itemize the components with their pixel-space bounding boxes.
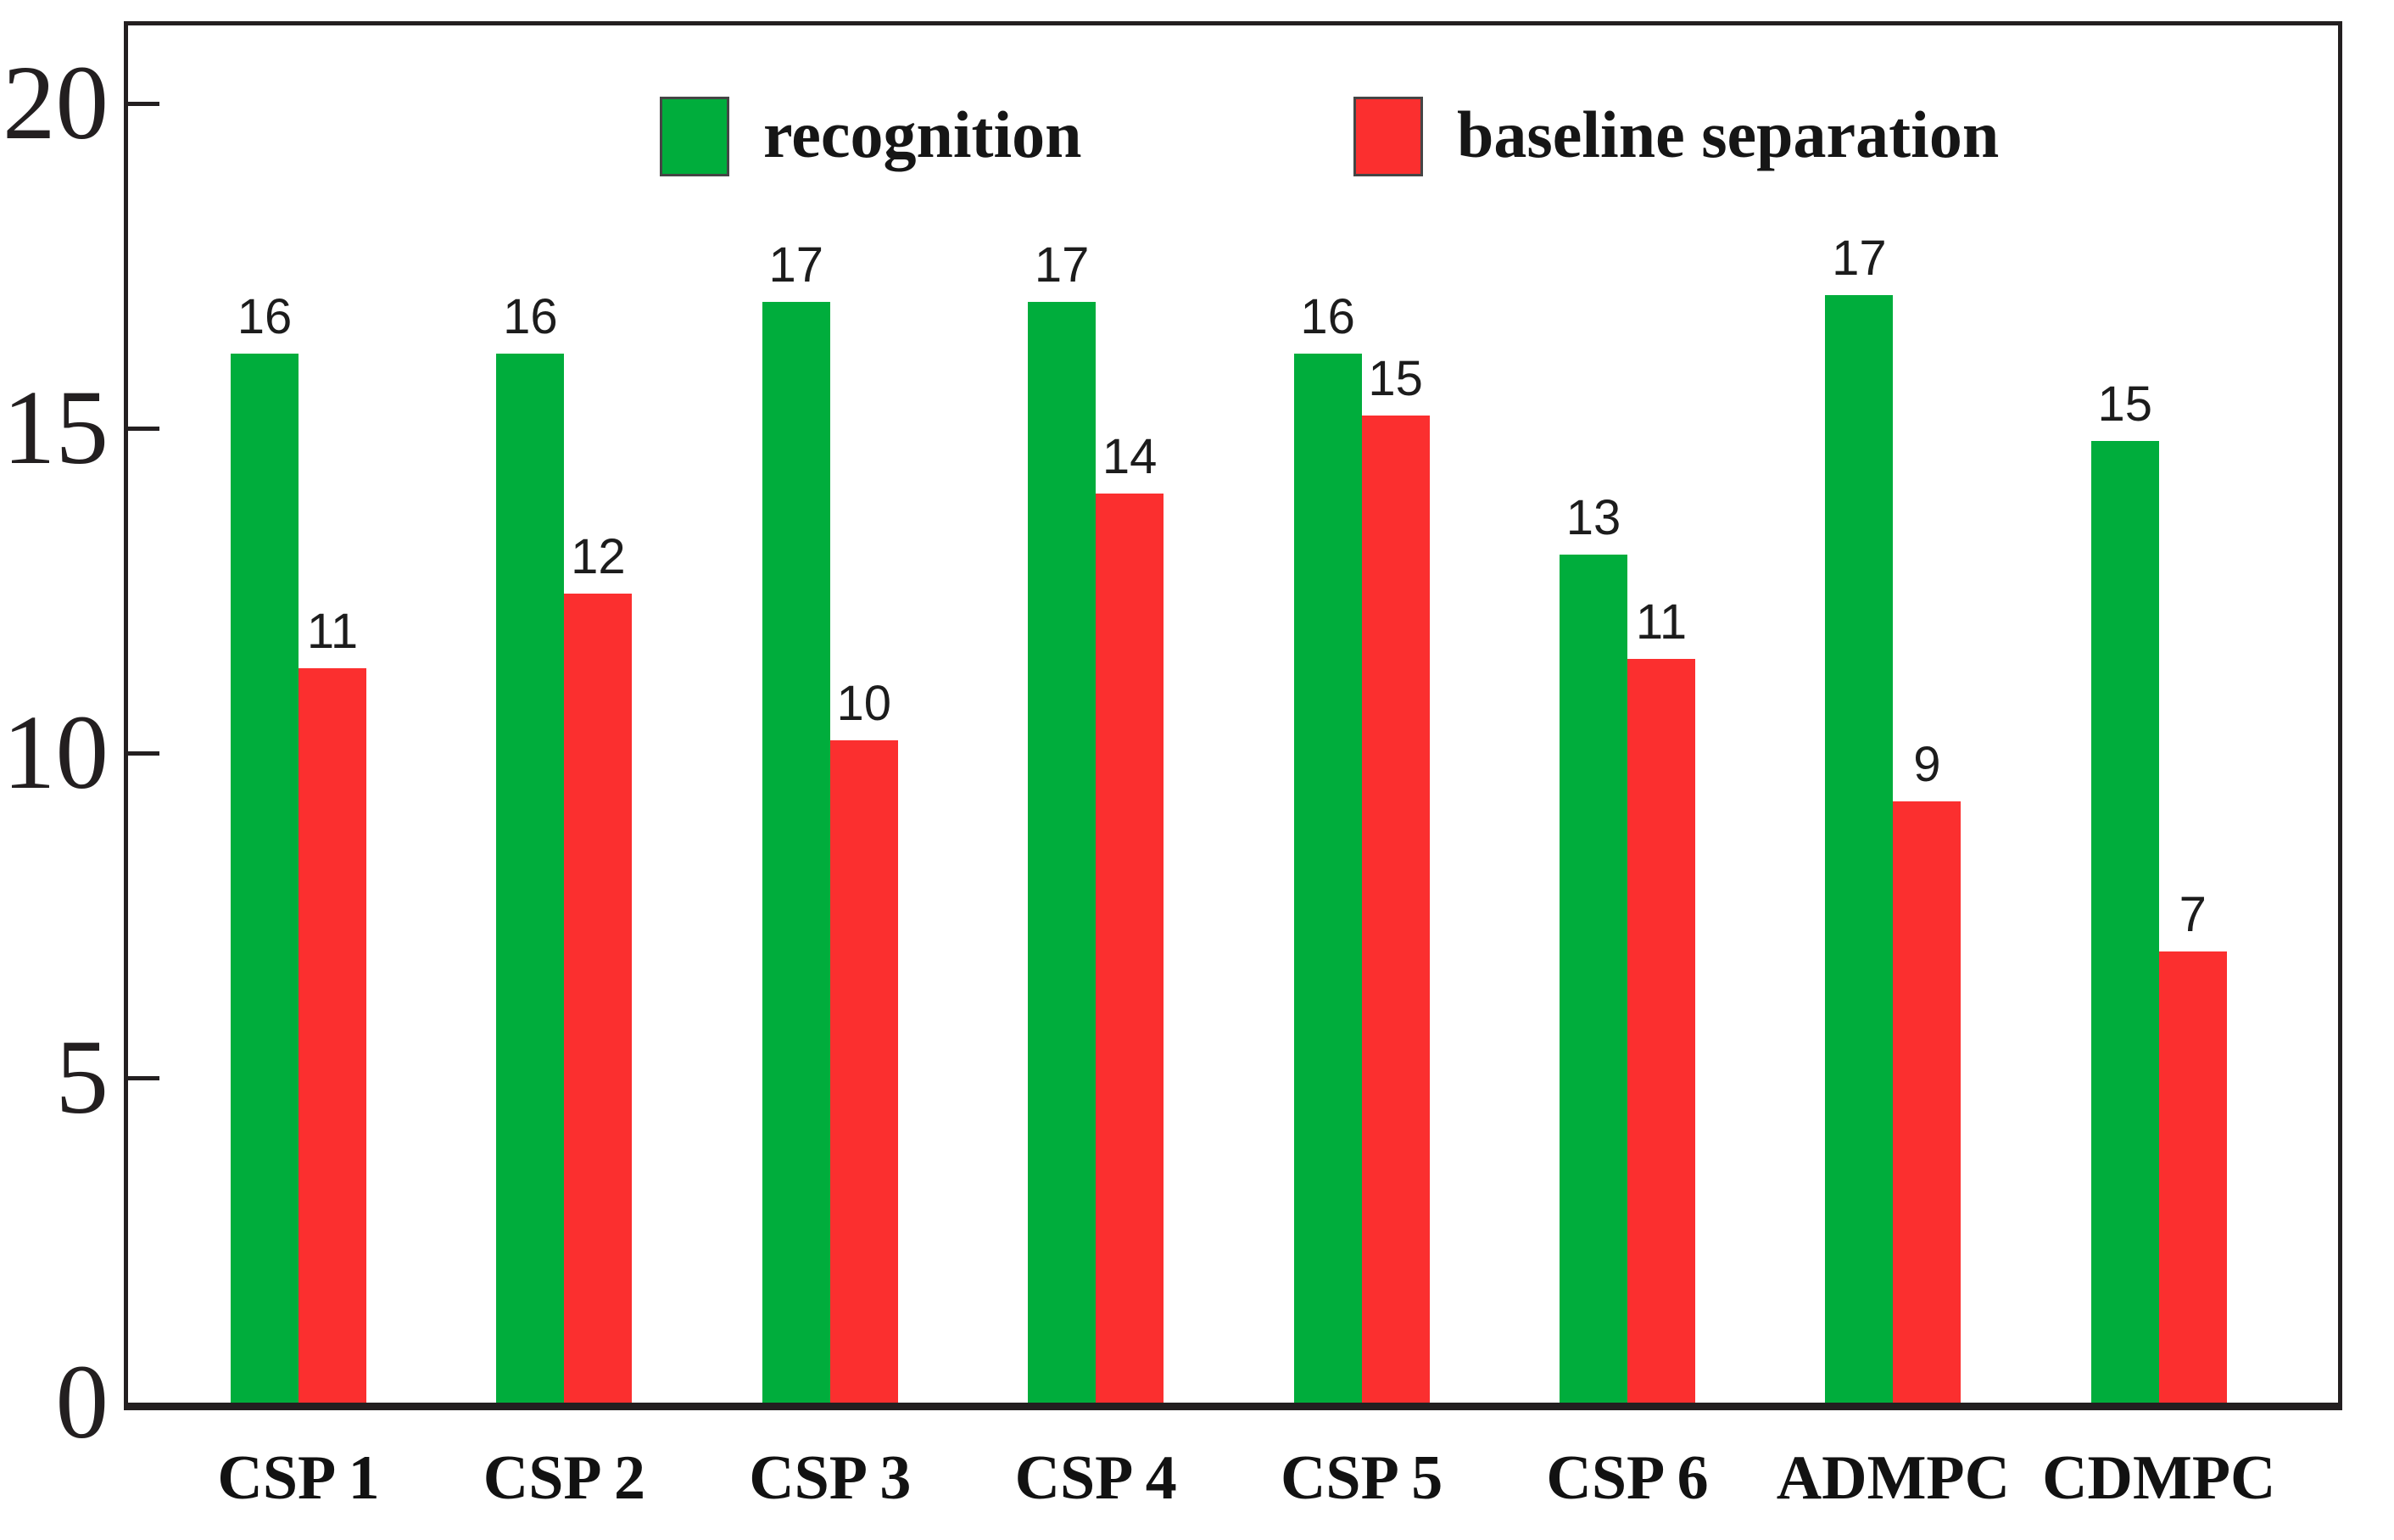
y-axis-tick-label: 0: [55, 1344, 109, 1461]
bar-recognition-csp-5: [1293, 354, 1362, 1403]
x-axis-category-label: CSP 2: [483, 1443, 645, 1513]
y-axis-tick: [128, 427, 159, 431]
x-axis-category-label: CSP 5: [1280, 1443, 1443, 1513]
bar-value-label: 12: [571, 529, 626, 584]
bar-value-label: 10: [836, 676, 892, 731]
legend-swatch-baseline-separation: [1353, 97, 1423, 176]
legend-item-recognition: recognition: [660, 90, 1082, 180]
bar-baseline-csp-6: [1627, 659, 1695, 1403]
bar-recognition-cdmpc: [2090, 441, 2159, 1403]
bar-recognition-csp-2: [496, 354, 565, 1403]
y-axis-tick-label: 15: [3, 370, 109, 487]
y-axis-tick-label: 20: [3, 45, 109, 162]
bar-recognition-csp-1: [231, 354, 299, 1403]
bar-value-label: 17: [1832, 231, 1887, 286]
bar-baseline-cdmpc: [2158, 951, 2227, 1403]
bar-value-label: 15: [2097, 377, 2153, 432]
x-axis-category-label: CDMPC: [2042, 1443, 2276, 1513]
bar-value-label: 7: [2179, 887, 2207, 942]
bar-baseline-csp-1: [299, 668, 366, 1403]
x-axis-category-label: CSP 6: [1546, 1443, 1709, 1513]
bar-value-label: 11: [1635, 594, 1688, 650]
bar-baseline-csp-5: [1361, 416, 1430, 1403]
bar-value-label: 14: [1102, 429, 1158, 484]
legend-item-baseline-separation: baseline separation: [1353, 90, 1999, 180]
bar-baseline-csp-2: [564, 594, 633, 1403]
legend-swatch-recognition: [660, 97, 729, 176]
y-axis-tick: [128, 102, 159, 106]
bar-value-label: 17: [1034, 237, 1090, 293]
bar-recognition-admpc: [1825, 295, 1894, 1403]
y-axis-tick: [128, 1076, 159, 1080]
bar-recognition-csp-3: [762, 302, 830, 1403]
legend-label-recognition: recognition: [763, 98, 1082, 171]
bar-value-label: 16: [237, 289, 293, 344]
bar-baseline-csp-3: [829, 740, 898, 1403]
bar-value-label: 9: [1913, 737, 1941, 792]
x-axis-category-label: CSP 4: [1014, 1443, 1177, 1513]
bar-value-label: 16: [503, 289, 558, 344]
bar-value-label: 16: [1300, 289, 1355, 344]
bar-value-label: 11: [306, 604, 359, 659]
y-axis-tick-label: 10: [3, 695, 109, 812]
x-axis-category-label: CSP 3: [749, 1443, 912, 1513]
bar-value-label: 15: [1368, 351, 1423, 406]
plot-area: 16 11 16 12 17 10 17 14 16 15 13 11 17 9 15 7: [128, 25, 2338, 1403]
x-axis-category-label: CSP 1: [217, 1443, 380, 1513]
y-axis-tick: [128, 751, 159, 756]
x-axis-category-label: ADMPC: [1776, 1443, 2011, 1513]
bar-value-label: 17: [768, 237, 824, 293]
legend-label-baseline-separation: baseline separation: [1457, 98, 2000, 171]
bar-recognition-csp-6: [1560, 555, 1627, 1403]
y-axis-tick-label: 5: [55, 1019, 109, 1136]
bar-value-label: 13: [1565, 490, 1621, 545]
bar-baseline-admpc: [1893, 801, 1962, 1403]
bar-baseline-csp-4: [1096, 494, 1164, 1403]
bar-recognition-csp-4: [1028, 302, 1097, 1403]
plot-frame: [124, 21, 2342, 1410]
